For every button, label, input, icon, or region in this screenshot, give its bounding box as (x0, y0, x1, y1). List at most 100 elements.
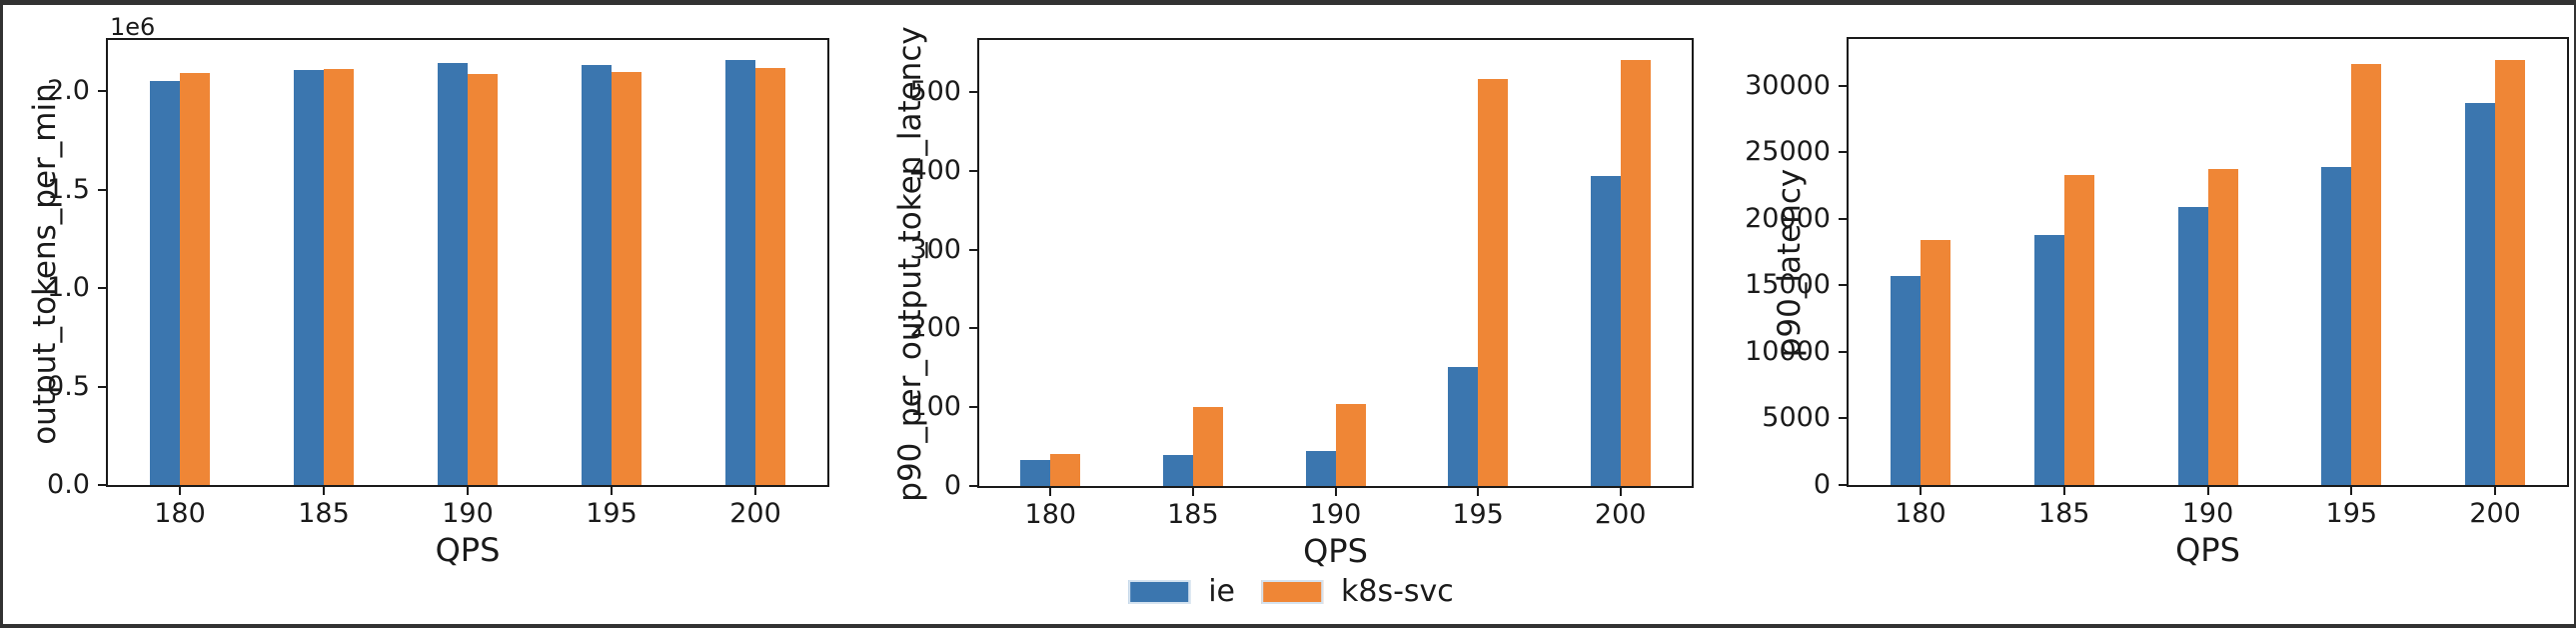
x-tick-mark (611, 487, 613, 495)
bar-ie-180 (1890, 276, 1921, 485)
y-tick-mark (98, 90, 106, 93)
y-tick-mark (969, 406, 977, 409)
x-tick-label: 200 (729, 498, 781, 529)
y-tick-mark (98, 484, 106, 486)
y-tick-label: 0.5 (47, 370, 90, 402)
y-tick-mark (98, 385, 106, 388)
bar-k8s-svc-190 (1335, 404, 1366, 486)
y-tick-mark (1839, 84, 1847, 87)
bar-k8s-svc-200 (755, 68, 785, 485)
bar-ie-185 (1162, 455, 1193, 486)
bar-ie-195 (1448, 367, 1479, 486)
legend-swatch-ie (1128, 580, 1191, 604)
x-tick-label: 185 (2037, 498, 2090, 529)
bar-ie-190 (438, 63, 468, 485)
x-tick-mark (2350, 487, 2353, 495)
bar-k8s-svc-195 (1478, 79, 1509, 486)
bar-ie-185 (2033, 235, 2064, 485)
y-tick-mark (1839, 417, 1847, 420)
x-axis-label-1: QPS (435, 531, 501, 569)
x-tick-mark (1049, 488, 1052, 496)
bar-k8s-svc-190 (468, 74, 498, 485)
bar-ie-190 (2177, 207, 2208, 485)
y-tick-mark (98, 188, 106, 191)
x-tick-mark (2494, 487, 2497, 495)
bar-ie-180 (150, 81, 180, 485)
x-tick-label: 180 (154, 498, 206, 529)
x-tick-label: 190 (1309, 499, 1362, 530)
bar-ie-180 (1020, 460, 1051, 486)
y-tick-mark (969, 248, 977, 251)
x-tick-mark (467, 487, 469, 495)
x-tick-mark (323, 487, 325, 495)
y-tick-label: 5000 (1762, 402, 1831, 434)
x-tick-mark (179, 487, 181, 495)
y-tick-mark (98, 287, 106, 290)
x-tick-mark (1477, 488, 1480, 496)
x-tick-label: 190 (442, 498, 494, 529)
x-axis-label-2: QPS (1303, 532, 1368, 570)
y-tick-mark (1839, 217, 1847, 220)
legend-item-ie: ie (1128, 575, 1235, 609)
y-tick-label: 300 (909, 233, 961, 265)
bar-k8s-svc-180 (1050, 454, 1081, 486)
x-tick-label: 195 (1452, 499, 1504, 530)
y-tick-label: 0 (943, 470, 961, 501)
y-tick-label: 2.0 (47, 75, 90, 107)
x-tick-mark (754, 487, 756, 495)
x-tick-mark (1334, 488, 1337, 496)
y-tick-label: 25000 (1745, 136, 1831, 168)
y-tick-label: 20000 (1745, 202, 1831, 234)
y-tick-mark (1839, 151, 1847, 154)
bar-ie-195 (582, 65, 612, 485)
bar-k8s-svc-195 (2351, 64, 2382, 485)
x-tick-mark (2062, 487, 2065, 495)
y-tick-label: 100 (909, 391, 961, 423)
x-tick-label: 190 (2181, 498, 2234, 529)
x-tick-label: 200 (2469, 498, 2521, 529)
x-tick-mark (1919, 487, 1922, 495)
bar-k8s-svc-200 (2495, 60, 2526, 485)
legend-label-ie: ie (1208, 574, 1235, 609)
bar-k8s-svc-200 (1620, 60, 1651, 486)
y-tick-label: 30000 (1745, 69, 1831, 101)
bar-k8s-svc-180 (180, 73, 210, 485)
bar-k8s-svc-185 (1192, 407, 1223, 486)
y-tick-mark (969, 169, 977, 172)
x-tick-label: 195 (2325, 498, 2378, 529)
y-tick-mark (969, 327, 977, 330)
x-tick-label: 180 (1895, 498, 1946, 529)
x-tick-label: 185 (1167, 499, 1219, 530)
y-tick-label: 1.5 (47, 173, 90, 205)
bar-k8s-svc-180 (1920, 240, 1950, 485)
bar-ie-195 (2321, 167, 2352, 485)
x-tick-label: 180 (1024, 499, 1077, 530)
bar-ie-200 (1590, 176, 1621, 486)
y-tick-label: 0 (1813, 469, 1831, 500)
y-axis-label-1: output_tokens_per_min (27, 82, 63, 445)
y-tick-mark (1839, 484, 1847, 486)
y-tick-label: 15000 (1745, 269, 1831, 301)
bar-ie-185 (294, 70, 324, 485)
x-tick-mark (2206, 487, 2209, 495)
x-tick-label: 200 (1594, 499, 1647, 530)
x-tick-mark (1619, 488, 1622, 496)
y-tick-mark (969, 485, 977, 487)
bar-k8s-svc-185 (2063, 175, 2094, 485)
bar-k8s-svc-185 (324, 69, 354, 485)
y-tick-mark (1839, 284, 1847, 287)
legend-item-k8s-svc: k8s-svc (1261, 575, 1454, 609)
bar-k8s-svc-190 (2207, 169, 2238, 485)
bar-ie-200 (2465, 103, 2496, 485)
x-tick-label: 195 (586, 498, 638, 529)
bar-k8s-svc-195 (612, 72, 642, 485)
bar-ie-200 (725, 60, 755, 485)
y-tick-label: 0.0 (47, 469, 90, 500)
x-axis-label-3: QPS (2175, 531, 2240, 569)
y-tick-mark (1839, 350, 1847, 353)
y-tick-label: 1.0 (47, 272, 90, 304)
axis-offset-text: 1e6 (110, 13, 156, 41)
bar-ie-190 (1305, 451, 1336, 486)
y-axis-label-2: p90_per_output_token_latency (892, 26, 928, 502)
y-axis-label-3: p90_latency (1772, 168, 1808, 358)
